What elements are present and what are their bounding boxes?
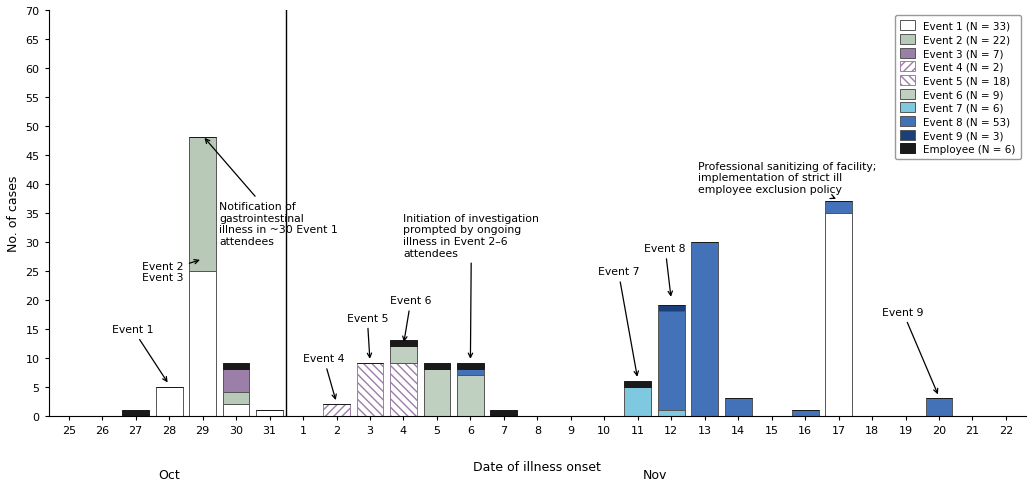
- Bar: [424, 369, 450, 416]
- Legend: Event 1 (N = 33), Event 2 (N = 22), Event 3 (N = 7), Event 4 (N = 2), Event 5 (N: Event 1 (N = 33), Event 2 (N = 22), Even…: [896, 16, 1021, 160]
- Text: Professional sanitizing of facility;
implementation of strict ill
employee exclu: Professional sanitizing of facility; imp…: [698, 161, 876, 199]
- Bar: [926, 398, 952, 416]
- Bar: [223, 393, 250, 404]
- Bar: [457, 363, 483, 369]
- Bar: [457, 369, 483, 375]
- Text: Event 1: Event 1: [113, 325, 167, 381]
- Bar: [725, 398, 752, 416]
- Bar: [356, 363, 383, 416]
- Bar: [223, 404, 250, 416]
- Bar: [122, 410, 149, 416]
- Text: Oct: Oct: [158, 468, 180, 481]
- Bar: [223, 363, 250, 369]
- Text: Event 5: Event 5: [346, 313, 388, 358]
- Text: Event 8: Event 8: [645, 244, 686, 296]
- Bar: [791, 410, 818, 416]
- Bar: [691, 242, 718, 416]
- Bar: [323, 404, 350, 416]
- Text: Event 6: Event 6: [390, 296, 432, 341]
- Bar: [491, 410, 518, 416]
- Bar: [156, 387, 183, 416]
- Bar: [624, 387, 651, 416]
- Bar: [189, 271, 216, 416]
- Bar: [189, 138, 216, 271]
- Bar: [624, 381, 651, 387]
- Bar: [457, 375, 483, 416]
- Text: Event 4: Event 4: [303, 354, 345, 399]
- Y-axis label: No. of cases: No. of cases: [7, 175, 20, 251]
- Bar: [658, 312, 685, 410]
- Text: Event 9: Event 9: [882, 307, 938, 393]
- X-axis label: Date of illness onset: Date of illness onset: [473, 460, 601, 472]
- Bar: [223, 369, 250, 393]
- Bar: [658, 306, 685, 312]
- Text: Notification of
gastrointestinal
illness in ~30 Event 1
attendees: Notification of gastrointestinal illness…: [206, 139, 338, 246]
- Bar: [390, 363, 417, 416]
- Text: Nov: Nov: [643, 468, 666, 481]
- Bar: [390, 340, 417, 346]
- Text: Event 7: Event 7: [598, 267, 639, 376]
- Text: Initiation of investigation
prompted by ongoing
illness in Event 2–6
attendees: Initiation of investigation prompted by …: [404, 213, 539, 358]
- Bar: [825, 213, 852, 416]
- Bar: [658, 410, 685, 416]
- Bar: [256, 410, 283, 416]
- Bar: [424, 363, 450, 369]
- Bar: [825, 202, 852, 213]
- Text: Event 2
Event 3: Event 2 Event 3: [143, 260, 198, 283]
- Bar: [390, 346, 417, 363]
